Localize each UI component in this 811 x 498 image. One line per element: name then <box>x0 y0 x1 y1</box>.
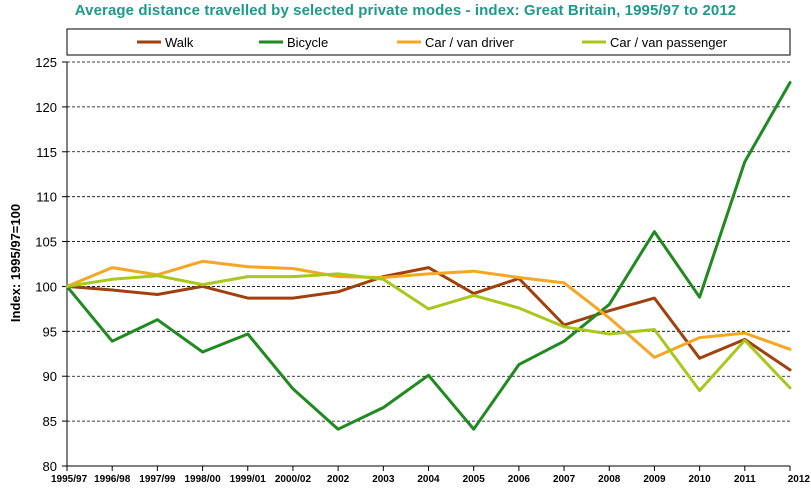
legend-label-car-van-driver: Car / van driver <box>425 35 515 50</box>
y-tick-label: 110 <box>36 190 57 205</box>
x-tick-label: 2005 <box>463 474 486 485</box>
x-tick-label: 1999/01 <box>230 474 267 485</box>
x-tick-label: 2008 <box>598 474 621 485</box>
x-tick-label: 2009 <box>643 474 666 485</box>
x-tick-label: 2006 <box>508 474 531 485</box>
legend-box <box>66 28 791 56</box>
x-tick-label: 1997/99 <box>139 474 176 485</box>
x-tick-label: 2000/02 <box>275 474 312 485</box>
y-tick-label: 80 <box>43 459 57 474</box>
x-tick-label: 2010 <box>689 474 712 485</box>
y-tick-label: 90 <box>43 369 57 384</box>
chart-title: Average distance travelled by selected p… <box>74 2 737 19</box>
y-tick-label: 125 <box>35 55 57 70</box>
y-tick-label: 115 <box>36 145 57 160</box>
x-tick-label: 1996/98 <box>94 474 131 485</box>
legend-label-walk: Walk <box>165 35 194 50</box>
x-tick-label: 2007 <box>553 474 576 485</box>
x-tick-label: 2004 <box>417 474 440 485</box>
x-tick-label: 1995/97 <box>51 474 88 485</box>
x-tick-label: 2002 <box>327 474 350 485</box>
y-tick-label: 120 <box>35 100 57 115</box>
y-tick-label: 85 <box>43 414 57 429</box>
y-tick-label: 100 <box>35 279 57 294</box>
x-tick-label: 2012 <box>788 474 811 485</box>
series-line-car-van-passenger <box>65 272 792 393</box>
series-line-walk <box>65 266 792 372</box>
x-tick-label: 2003 <box>372 474 395 485</box>
y-tick-label: 95 <box>43 324 57 339</box>
legend-label-bicycle: Bicycle <box>287 35 328 50</box>
x-tick-label: 1998/00 <box>184 474 221 485</box>
y-axis-label: Index: 1995/97=100 <box>8 204 23 322</box>
legend-label-car-van-passenger: Car / van passenger <box>610 35 728 50</box>
y-tick-label: 105 <box>35 235 57 250</box>
series-line-bicycle <box>65 81 792 431</box>
x-tick-label: 2011 <box>734 474 756 485</box>
